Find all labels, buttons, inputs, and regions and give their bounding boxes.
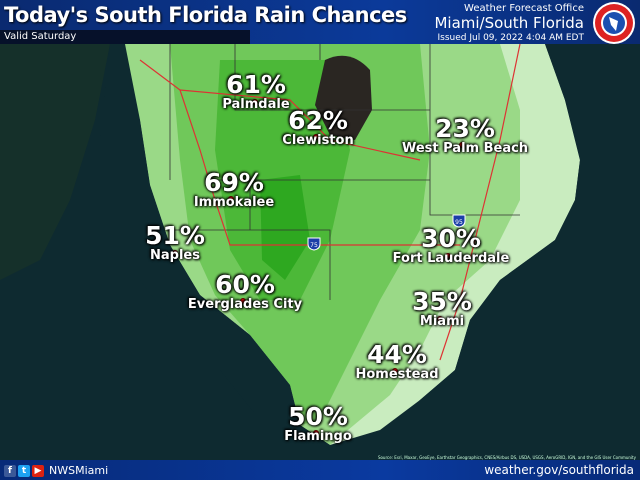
chance-value: 44% — [367, 340, 427, 369]
city-name: Homestead — [355, 367, 439, 382]
city-dot-miami — [437, 316, 443, 322]
city-name: Everglades City — [187, 297, 303, 312]
lake-okeechobee — [315, 55, 372, 140]
city-name: Immokalee — [193, 195, 275, 210]
chance-value: 50% — [288, 402, 348, 431]
office-line2: Miami/South Florida — [434, 14, 584, 32]
location-homestead: 44% Homestead — [355, 342, 438, 382]
location-palmdale: 61% Palmdale — [222, 72, 289, 112]
chance-value: 51% — [145, 221, 205, 250]
city-name: West Palm Beach — [401, 141, 529, 156]
office-line1: Weather Forecast Office — [464, 3, 584, 14]
chance-value: 69% — [204, 168, 264, 197]
valid-day: Valid Saturday — [0, 30, 250, 44]
chance-value: 62% — [288, 106, 348, 135]
facebook-icon[interactable]: f — [4, 464, 16, 477]
location-west-palm-beach: 23% West Palm Beach — [402, 116, 528, 156]
svg-text:75: 75 — [310, 242, 318, 249]
major-roads — [139, 43, 521, 361]
city-name: Flamingo — [284, 429, 352, 444]
chance-value: 30% — [421, 224, 481, 253]
city-name: Fort Lauderdale — [392, 251, 510, 266]
svg-text:95: 95 — [455, 219, 463, 226]
website-link[interactable]: weather.gov/southflorida — [484, 463, 634, 477]
location-everglades-city: 60% Everglades City — [188, 272, 302, 312]
city-dot-homestead — [392, 368, 398, 374]
city-name: Naples — [150, 248, 200, 263]
gulf-coast-land — [0, 44, 110, 280]
city-name: Clewiston — [282, 133, 354, 148]
nws-logo-icon — [593, 2, 635, 44]
city-dot-naples — [172, 250, 178, 256]
city-dot-immokalee — [228, 196, 234, 202]
header-banner: Today's South Florida Rain Chances Valid… — [0, 0, 640, 44]
city-dot-flamingo — [313, 430, 319, 436]
county-borders — [169, 44, 520, 300]
location-immokalee: 69% Immokalee — [194, 170, 274, 210]
west-coast-water — [100, 44, 330, 460]
location-fort-lauderdale: 30% Fort Lauderdale — [393, 226, 510, 266]
city-name: Miami — [419, 314, 465, 329]
interstate-75-shield-icon: 75 — [307, 237, 321, 251]
issued-time: Issued Jul 09, 2022 4:04 AM EDT — [437, 33, 584, 43]
location-clewiston: 62% Clewiston — [282, 108, 353, 148]
city-dot-palmdale — [252, 99, 258, 105]
city-dot-west-palm-beach — [459, 142, 465, 148]
map-attribution: Source: Esri, Maxar, GeoEye, Earthstar G… — [377, 455, 636, 460]
location-flamingo: 50% Flamingo — [284, 404, 352, 444]
land-peak-chance — [260, 175, 310, 280]
east-coast-water — [360, 44, 640, 460]
location-miami: 35% Miami — [412, 289, 472, 329]
location-naples: 51% Naples — [145, 223, 205, 263]
city-dot-fort-lauderdale — [445, 253, 451, 259]
city-dot-everglades-city — [240, 298, 246, 304]
twitter-icon[interactable]: t — [18, 464, 30, 477]
footer-bar: f t ▶ NWSMiami weather.gov/southflorida — [0, 460, 640, 480]
social-handle[interactable]: NWSMiami — [49, 464, 109, 477]
office-info: Weather Forecast Office Miami/South Flor… — [434, 3, 584, 43]
chance-value: 60% — [215, 270, 275, 299]
youtube-icon[interactable]: ▶ — [32, 464, 44, 477]
city-dot-clewiston — [313, 134, 319, 140]
chance-value: 23% — [435, 114, 495, 143]
chance-value: 35% — [412, 287, 472, 316]
chance-value: 61% — [226, 70, 286, 99]
interstate-95-shield-icon: 95 — [452, 214, 466, 228]
page-title: Today's South Florida Rain Chances — [4, 3, 407, 27]
city-name: Palmdale — [222, 97, 290, 112]
social-links: f t ▶ NWSMiami — [4, 464, 108, 477]
